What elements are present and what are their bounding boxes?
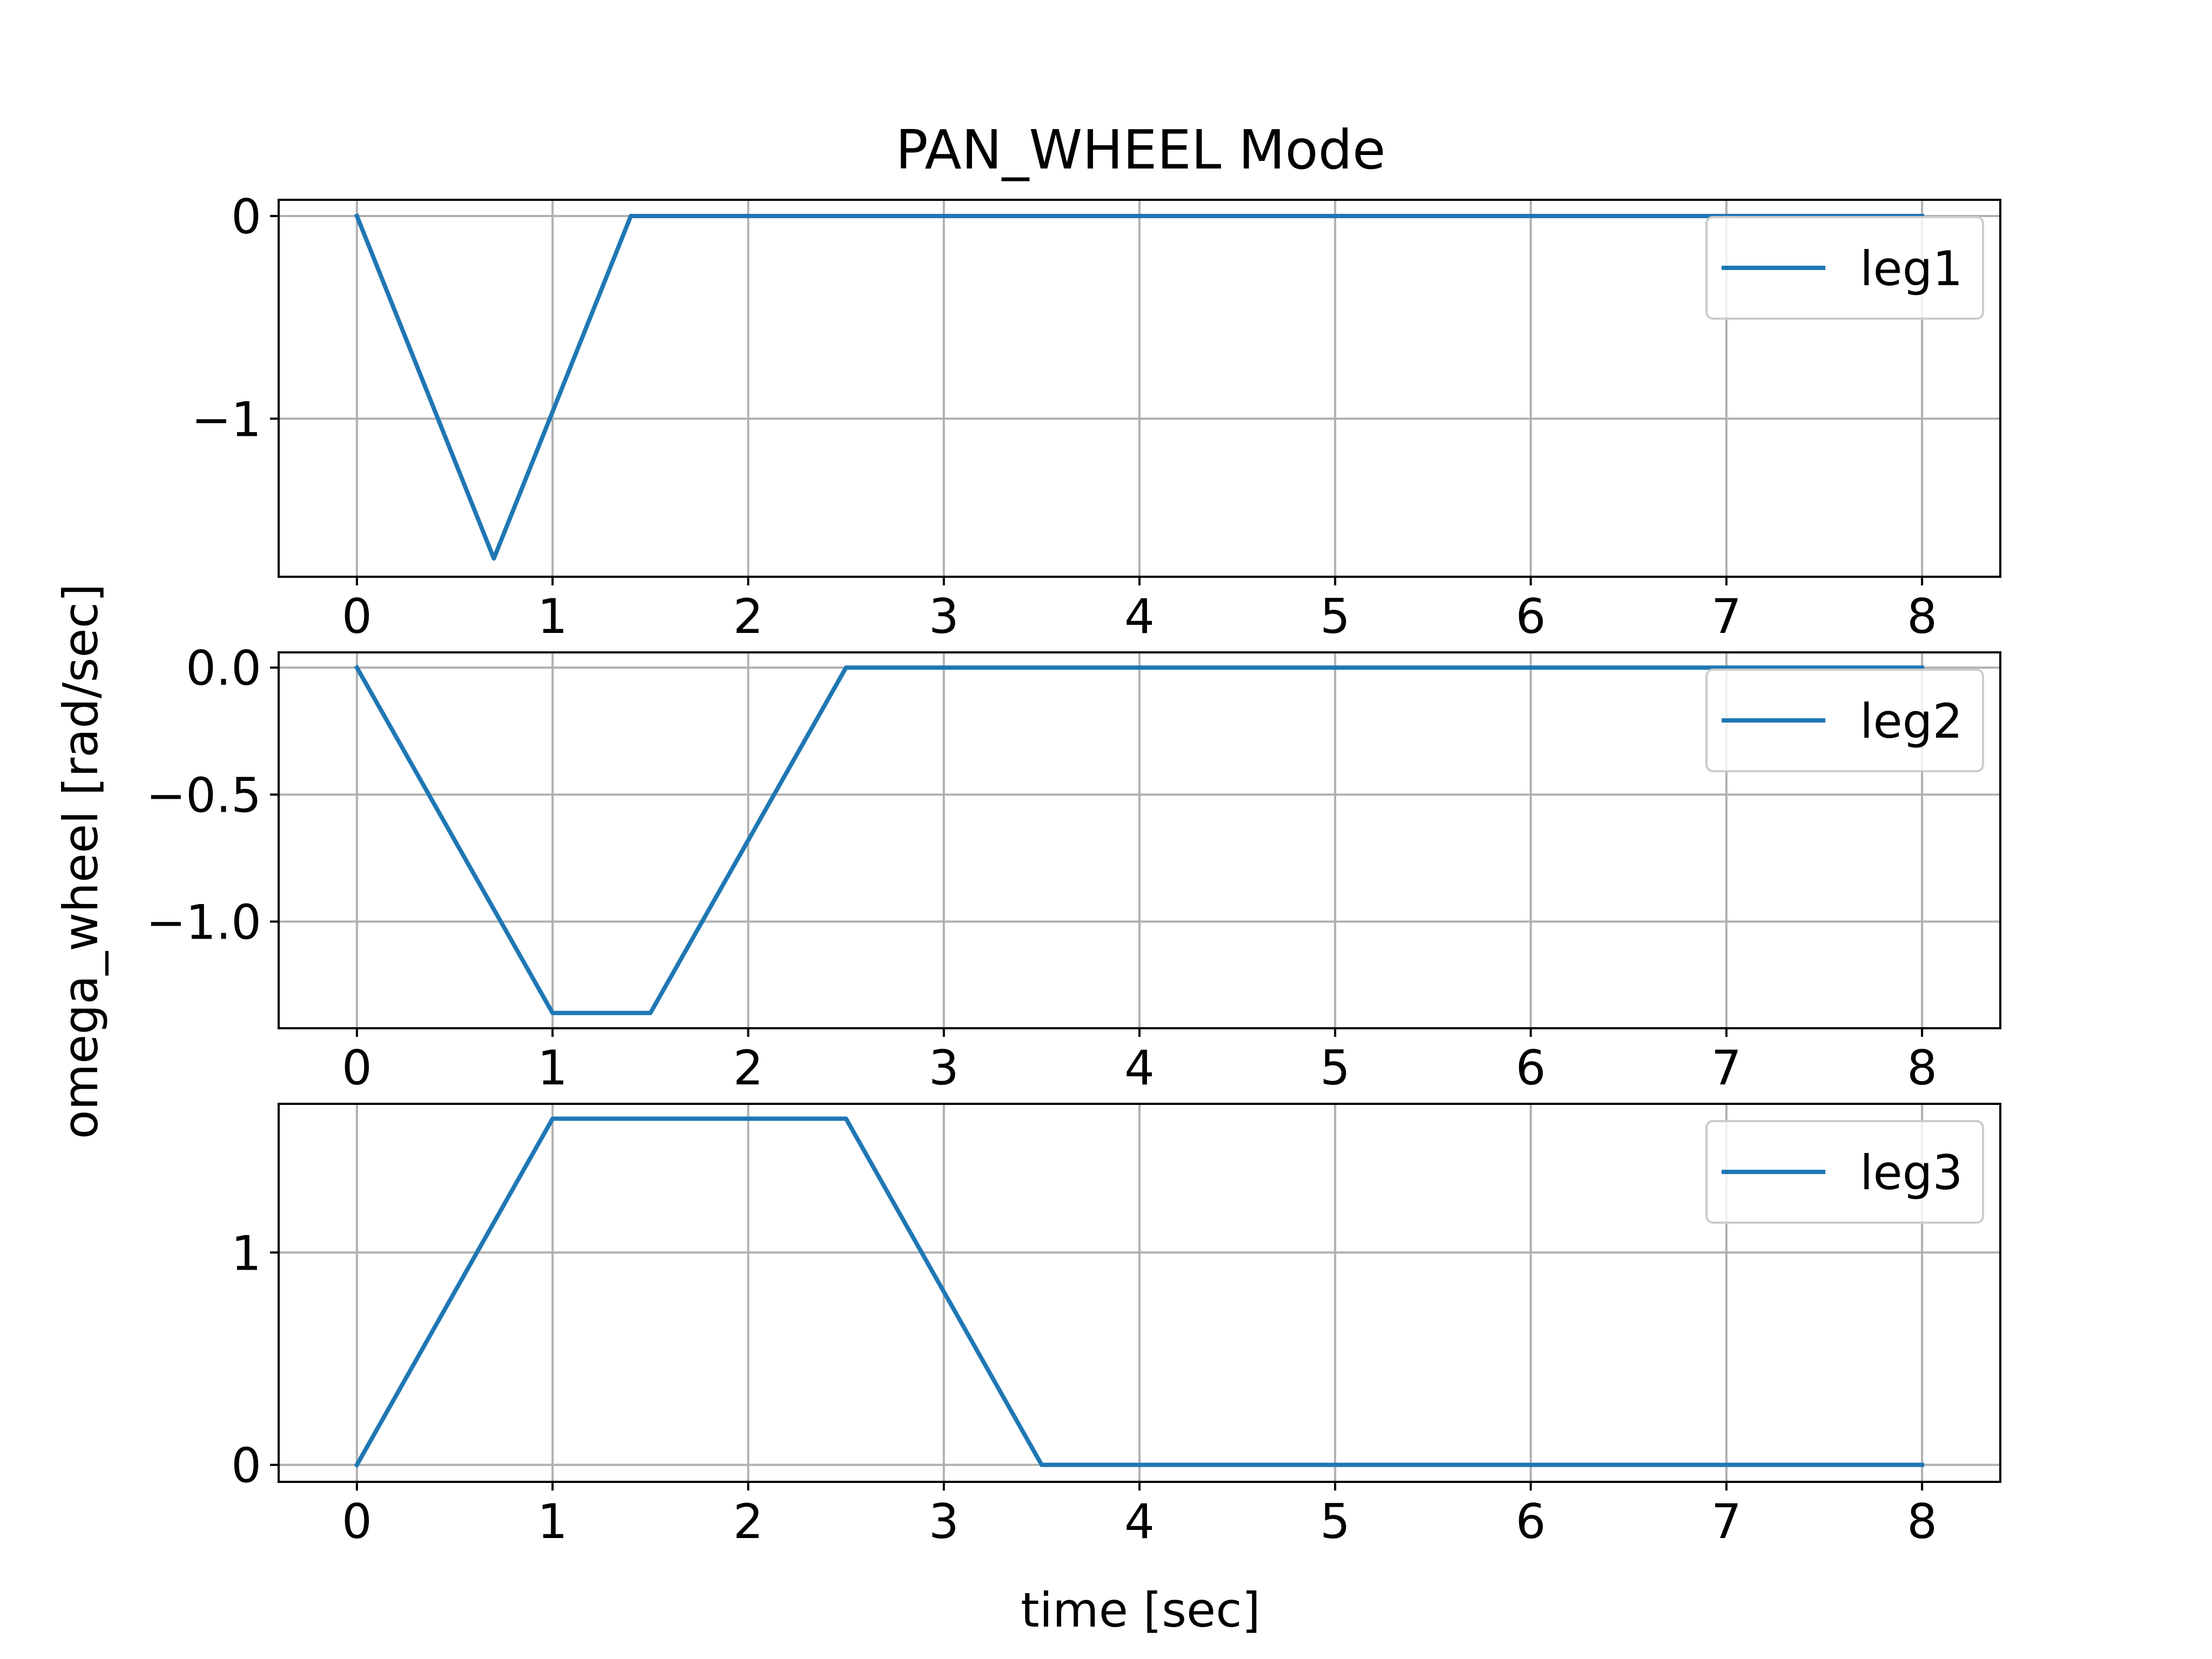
x-tick-label: 4 (1124, 1494, 1155, 1549)
x-tick-label: 6 (1516, 1040, 1546, 1096)
legend: leg1 (1705, 216, 1984, 320)
x-tick-label: 7 (1711, 589, 1742, 644)
subplot-2: 0 1 2 3 4 5 6 7 8 0.0 −0.5 −1.0 leg2 (146, 640, 2001, 1096)
legend: leg2 (1705, 669, 1984, 772)
x-tick-label: 0 (342, 589, 372, 644)
series-line-leg3 (354, 1116, 1925, 1468)
x-tick-label: 3 (929, 1494, 959, 1549)
legend-label: leg2 (1860, 693, 1963, 749)
legend-label: leg3 (1860, 1145, 1963, 1201)
x-tick-label: 4 (1124, 589, 1155, 644)
x-tick-label: 4 (1124, 1040, 1155, 1096)
y-tick-label: 1 (231, 1225, 261, 1281)
y-tick-label: 0.0 (186, 640, 261, 696)
x-tick-label: 5 (1320, 1040, 1350, 1096)
x-tick-label: 8 (1907, 1040, 1937, 1096)
series-line-leg1 (354, 213, 1925, 561)
legend-label: leg1 (1860, 241, 1963, 296)
x-tick-label: 6 (1516, 589, 1546, 644)
x-tick-label: 1 (537, 1494, 568, 1549)
y-tick-label: −1 (191, 392, 261, 447)
x-tick-label: 8 (1907, 1494, 1937, 1549)
y-tick-label: −1.0 (146, 894, 261, 950)
legend-box (1705, 1120, 1984, 1224)
legend: leg3 (1705, 1120, 1984, 1224)
x-tick-label: 7 (1711, 1494, 1742, 1549)
x-tick-label: 1 (537, 589, 568, 644)
x-tick-label: 2 (733, 589, 763, 644)
x-tick-label: 3 (929, 589, 959, 644)
x-axis-label: time [sec] (1021, 1582, 1260, 1638)
series-line-leg2 (354, 664, 1925, 1015)
x-tick-label: 0 (342, 1040, 372, 1096)
y-tick-label: 0 (231, 1438, 261, 1494)
y-tick-label: −0.5 (146, 767, 261, 823)
subplot-3: 0 1 2 3 4 5 6 7 8 0 1 leg3 (231, 1103, 2001, 1549)
x-tick-label: 0 (342, 1494, 372, 1549)
chart-title: PAN_WHEEL Mode (895, 118, 1386, 181)
y-axis-label: omega_wheel [rad/sec] (53, 584, 109, 1139)
x-tick-label: 6 (1516, 1494, 1546, 1549)
x-tick-label: 5 (1320, 1494, 1350, 1549)
legend-box (1705, 216, 1984, 320)
x-tick-label: 1 (537, 1040, 568, 1096)
x-tick-label: 8 (1907, 589, 1937, 644)
legend-box (1705, 669, 1984, 772)
subplot-1: 0 1 2 3 4 5 6 7 8 0 −1 leg1 (191, 189, 2001, 644)
x-tick-label: 3 (929, 1040, 959, 1096)
x-tick-label: 7 (1711, 1040, 1742, 1096)
x-tick-label: 5 (1320, 589, 1350, 644)
y-tick-label: 0 (231, 189, 261, 245)
x-tick-label: 2 (733, 1494, 763, 1549)
x-tick-label: 2 (733, 1040, 763, 1096)
